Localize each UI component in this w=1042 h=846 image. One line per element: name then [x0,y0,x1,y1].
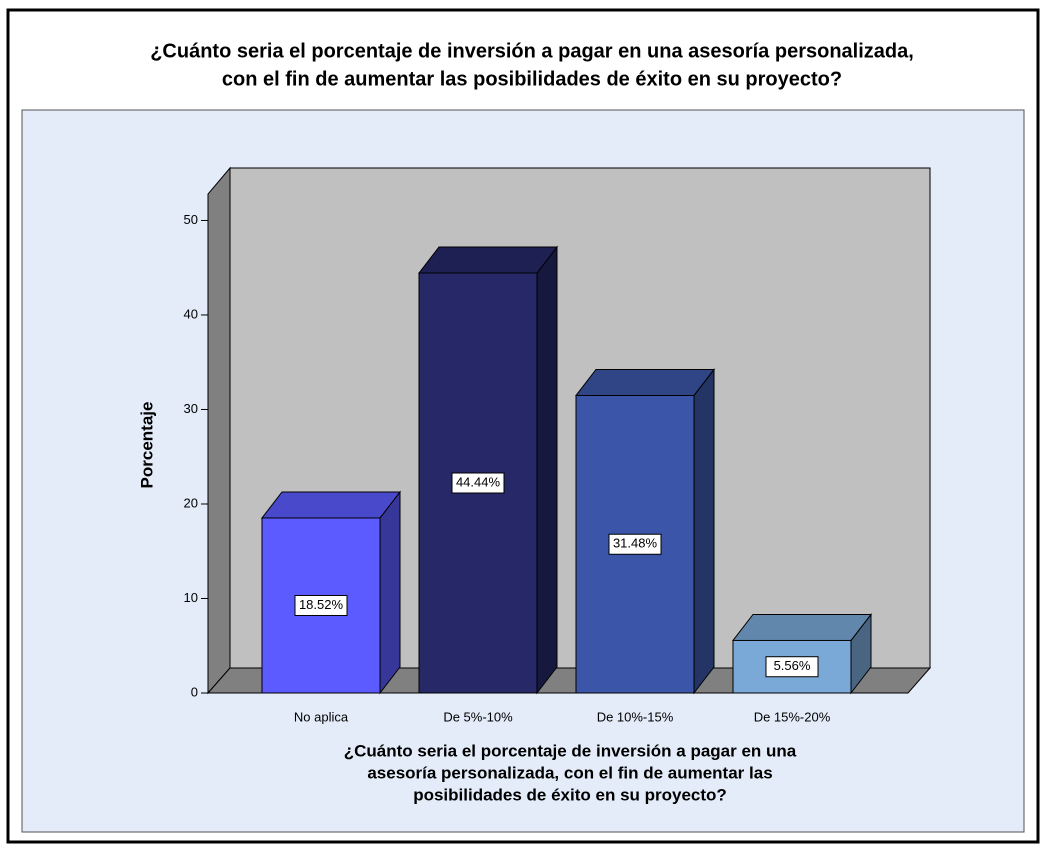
x-axis-title: posibilidades de éxito en su proyecto? [413,785,727,804]
x-tick-label: De 10%-15% [597,709,674,724]
bar-top [417,246,559,274]
data-label-box [608,533,662,555]
y-tick-label: 50 [184,212,198,227]
x-tick-label: No aplica [294,709,349,724]
y-tick-label: 0 [191,684,198,699]
data-label: 31.48% [613,536,658,551]
data-label: 44.44% [456,474,501,489]
y-tick-label: 20 [184,495,198,510]
bar-top [574,368,716,396]
chart-title: ¿Cuánto seria el porcentaje de inversión… [150,40,914,62]
bar-top [731,613,873,641]
y-tick-label: 40 [184,306,198,321]
data-label-box [294,594,348,616]
y-tick-label: 10 [184,590,198,605]
data-label: 18.52% [299,597,344,612]
bar-side [379,490,401,695]
data-label: 5.56% [774,658,811,673]
x-axis-title: ¿Cuánto seria el porcentaje de inversión… [344,741,797,760]
bar-side [536,245,558,695]
bar-side [693,368,715,695]
data-label-box [451,472,505,494]
chart-title: con el fin de aumentar las posibilidades… [222,68,842,90]
y-tick-label: 30 [184,401,198,416]
bar-top [260,491,402,519]
x-tick-label: De 5%-10% [443,709,513,724]
y-axis-title: Porcentaje [137,402,156,489]
bar [732,639,852,694]
data-label-box [765,656,819,678]
x-tick-label: De 15%-20% [754,709,831,724]
side-wall [207,166,231,695]
x-axis-title: asesoría personalizada, con el fin de au… [367,763,772,782]
